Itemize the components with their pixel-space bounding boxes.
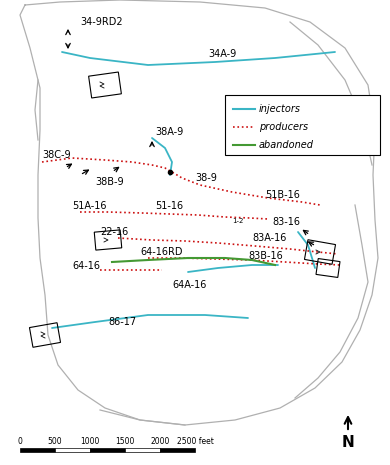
Text: 51B-16: 51B-16 [265,190,300,200]
Bar [160,448,195,452]
Text: 38A-9: 38A-9 [155,127,183,137]
Text: 86-17: 86-17 [108,317,136,327]
Bar [90,448,125,452]
Bar [20,448,55,452]
Text: 64A-16: 64A-16 [172,280,206,290]
Text: 83A-16: 83A-16 [252,233,286,243]
Text: 1000: 1000 [80,437,100,446]
Text: 22-16: 22-16 [100,227,128,237]
Bar [225,95,380,155]
Text: 2500 feet: 2500 feet [177,437,213,446]
Text: abandoned: abandoned [259,140,314,150]
Text: 83B-16: 83B-16 [248,251,283,261]
Text: 83-16: 83-16 [272,217,300,227]
Text: 500: 500 [48,437,62,446]
Text: 34-9RD2: 34-9RD2 [80,17,122,27]
Text: injectors: injectors [259,104,301,114]
Text: 0: 0 [18,437,23,446]
Bar [55,448,90,452]
Text: 64-16: 64-16 [72,261,100,271]
Text: 1500: 1500 [115,437,135,446]
Text: 51A-16: 51A-16 [72,201,106,211]
Text: 51-16: 51-16 [155,201,183,211]
Text: 38-9: 38-9 [195,173,217,183]
Bar [125,448,160,452]
Text: 1-2: 1-2 [232,218,243,224]
Text: 38C-9: 38C-9 [42,150,71,160]
Text: 38B-9: 38B-9 [95,177,124,187]
Text: 64-16RD: 64-16RD [140,247,183,257]
Text: producers: producers [259,122,308,132]
Text: 2000: 2000 [150,437,170,446]
Text: N: N [342,434,355,450]
Text: 34A-9: 34A-9 [208,49,236,59]
